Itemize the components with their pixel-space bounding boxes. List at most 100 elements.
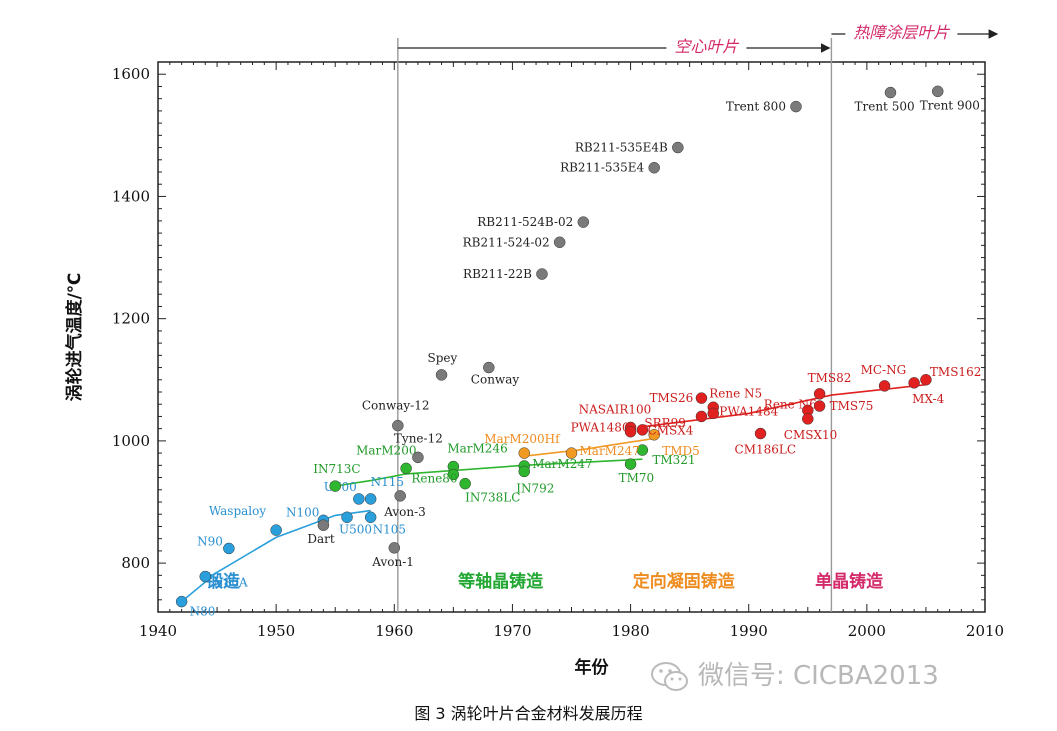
x-tick-label: 2000	[848, 622, 886, 640]
data-label: TM321	[652, 453, 695, 467]
data-label: Dart	[307, 532, 335, 546]
y-tick-label: 800	[121, 554, 150, 572]
period-label-bg	[845, 24, 958, 42]
x-tick-label: 2010	[966, 622, 1004, 640]
data-point	[908, 377, 920, 389]
data-point	[459, 477, 471, 490]
data-point	[790, 100, 802, 113]
data-point	[317, 519, 330, 531]
data-point	[695, 392, 708, 404]
data-label: PWA1480	[571, 421, 630, 435]
watermark-text: 微信号: CICBA2013	[698, 661, 939, 691]
data-label: Trent 500	[854, 100, 914, 114]
era-label: 等轴晶铸造	[458, 571, 544, 592]
data-label: MarM200	[356, 443, 416, 457]
data-point	[553, 236, 566, 249]
data-label: Conway	[471, 373, 520, 387]
x-tick-label: 1940	[139, 622, 177, 640]
data-label: MC-NG	[861, 363, 907, 377]
data-point	[672, 141, 684, 154]
data-label: MX-4	[912, 392, 944, 406]
trend-line	[524, 437, 655, 457]
data-label: Rene N6	[764, 397, 817, 411]
era-label: 锻造	[206, 571, 241, 592]
data-label: N100	[286, 505, 319, 519]
era-label: 定向凝固铸造	[633, 571, 736, 592]
data-point	[577, 216, 590, 228]
data-label: Trent 900	[920, 98, 980, 112]
trend-line	[642, 383, 926, 428]
data-point	[270, 524, 282, 536]
data-label: Trent 800	[726, 100, 786, 114]
period-label: 空心叶片	[674, 37, 739, 56]
data-label: N80	[190, 605, 216, 619]
data-label: N115	[371, 475, 404, 489]
data-point	[931, 85, 944, 98]
data-point	[223, 542, 235, 555]
data-label: PWA1484	[719, 404, 778, 418]
data-label: Waspaloy	[209, 504, 267, 518]
data-point	[636, 424, 649, 436]
data-label: MarM200Hf	[484, 432, 561, 446]
x-axis-label: 年份	[575, 657, 610, 678]
x-tick-label: 1990	[730, 622, 768, 640]
data-point	[536, 268, 548, 280]
figure-caption: 图 3 涡轮叶片合金材料发展历程	[414, 704, 643, 723]
period-label-bg	[666, 38, 747, 56]
data-point	[648, 429, 660, 441]
data-label: TMD5	[662, 444, 700, 458]
data-label: Spey	[428, 351, 458, 365]
data-label: CM186LC	[735, 443, 797, 457]
data-point	[707, 407, 720, 420]
data-label: TMS26	[649, 391, 693, 405]
data-point	[813, 388, 826, 400]
wechat-icon	[651, 661, 688, 691]
data-point	[624, 458, 637, 470]
data-point	[920, 374, 932, 386]
y-axis-label: 涡轮进气温度/℃	[64, 273, 85, 402]
data-point	[388, 542, 401, 554]
watermark: 微信号: CICBA2013	[650, 655, 939, 694]
data-label: TMS162	[930, 365, 981, 379]
data-label: IN738LC	[465, 491, 520, 505]
data-label: CMSX10	[784, 428, 838, 442]
data-point	[565, 447, 578, 459]
data-label: Rene N5	[709, 386, 762, 400]
data-label: Avon-3	[383, 505, 426, 519]
data-point	[329, 480, 341, 492]
data-point	[884, 86, 897, 99]
period-label: 热障涂层叶片	[853, 23, 950, 42]
data-label: RB211-22B	[463, 267, 532, 281]
data-label: CMSX4	[648, 423, 694, 437]
data-label: MarM247	[532, 457, 592, 471]
data-point	[648, 161, 660, 174]
data-label: RB211-535E4	[560, 161, 644, 175]
data-point	[518, 447, 530, 459]
data-label: MarM247	[580, 444, 640, 458]
x-tick-label: 1970	[493, 622, 531, 640]
x-tick-label: 1980	[611, 622, 649, 640]
data-label: SRR99	[644, 416, 686, 430]
data-label: N105	[373, 522, 406, 536]
data-point	[364, 493, 377, 505]
data-label: Conway-12	[362, 399, 430, 413]
data-label: NASAIR100	[579, 402, 652, 416]
data-label: TM70	[619, 471, 655, 485]
data-point	[175, 595, 188, 608]
data-point	[483, 361, 495, 374]
data-point	[412, 451, 424, 464]
data-label: TMS75	[830, 399, 874, 413]
data-label: N90	[197, 534, 223, 548]
data-point	[695, 410, 708, 423]
data-point	[199, 570, 212, 583]
x-tick-label: 1950	[257, 622, 295, 640]
y-tick-label: 1600	[112, 65, 150, 83]
data-point	[813, 400, 826, 412]
data-label: IN792	[516, 481, 554, 495]
data-label: RB211-524B-02	[477, 215, 573, 229]
data-point	[392, 419, 404, 432]
y-tick-label: 1000	[112, 432, 150, 450]
data-label: MarM246	[447, 442, 507, 456]
data-point	[802, 413, 814, 425]
data-point	[518, 465, 530, 478]
